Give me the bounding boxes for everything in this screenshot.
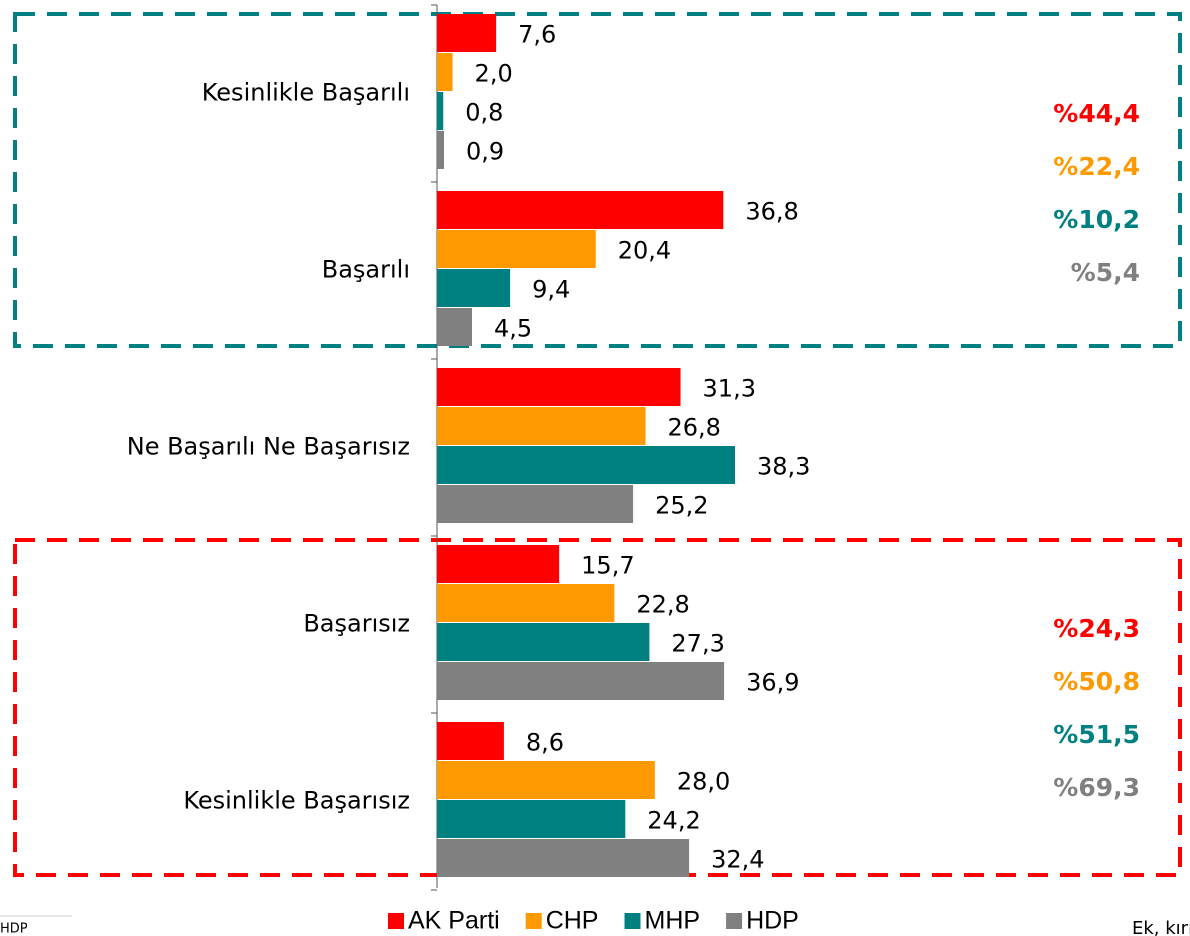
category-label: Başarılı [322,256,410,284]
bar [437,722,504,760]
legend-swatch [726,913,743,929]
bar [437,230,596,268]
total-annotation: %22,4 [1053,152,1140,181]
value-label: 38,3 [757,453,810,481]
value-label: 22,8 [636,591,689,619]
bar [437,761,655,799]
bar [437,485,634,523]
value-label: 8,6 [526,729,564,757]
value-label: 27,3 [671,630,724,658]
bar [437,92,444,130]
bar [437,584,615,622]
value-label: 36,9 [746,669,799,697]
footnote: Ek, kırıl [1132,918,1190,936]
bar [437,269,511,307]
success-box [13,12,1182,348]
bar [437,800,626,838]
total-annotation: %51,5 [1053,720,1140,749]
legend-label: HDP [746,907,799,935]
value-label: 25,2 [655,492,708,520]
category-label: Kesinlikle Başarısız [183,787,410,815]
value-label: 2,0 [475,60,513,88]
bar [437,446,735,484]
category-label: Kesinlikle Başarılı [202,79,410,107]
value-label: 31,3 [703,375,756,403]
value-label: 0,8 [465,99,503,127]
value-label: 0,9 [466,138,504,166]
bar [437,623,650,661]
legend-label: CHP [546,907,599,935]
value-label: 7,6 [518,21,556,49]
footnote: HDP [0,922,28,936]
bar [437,14,497,52]
bar [437,53,453,91]
legend-label: MHP [645,907,701,935]
value-label: 20,4 [618,237,671,265]
legend-label: AK Parti [408,907,500,935]
bar [437,839,690,877]
category-label: Ne Başarılı Ne Başarısız [127,433,410,461]
value-label: 32,4 [711,846,764,874]
legend-swatch [388,913,404,929]
legend-swatch [525,913,542,929]
bar [437,407,646,445]
total-annotation: %24,3 [1053,614,1140,643]
total-annotation: %69,3 [1053,773,1140,802]
bar [437,368,681,406]
bar [437,131,445,169]
category-label: Başarısız [303,610,410,638]
value-label: 9,4 [532,276,570,304]
bar [437,308,473,346]
value-label: 4,5 [494,315,532,343]
total-annotation: %44,4 [1053,99,1140,128]
value-label: 28,0 [677,768,730,796]
value-label: 24,2 [647,807,700,835]
bar [437,191,724,229]
total-annotation: %10,2 [1053,205,1140,234]
value-label: 26,8 [668,414,721,442]
value-label: 15,7 [581,552,634,580]
total-annotation: %5,4 [1071,258,1140,287]
total-annotation: %50,8 [1053,667,1140,696]
bar [437,662,725,700]
legend-swatch [624,913,641,929]
bar [437,545,560,583]
value-label: 36,8 [745,198,798,226]
